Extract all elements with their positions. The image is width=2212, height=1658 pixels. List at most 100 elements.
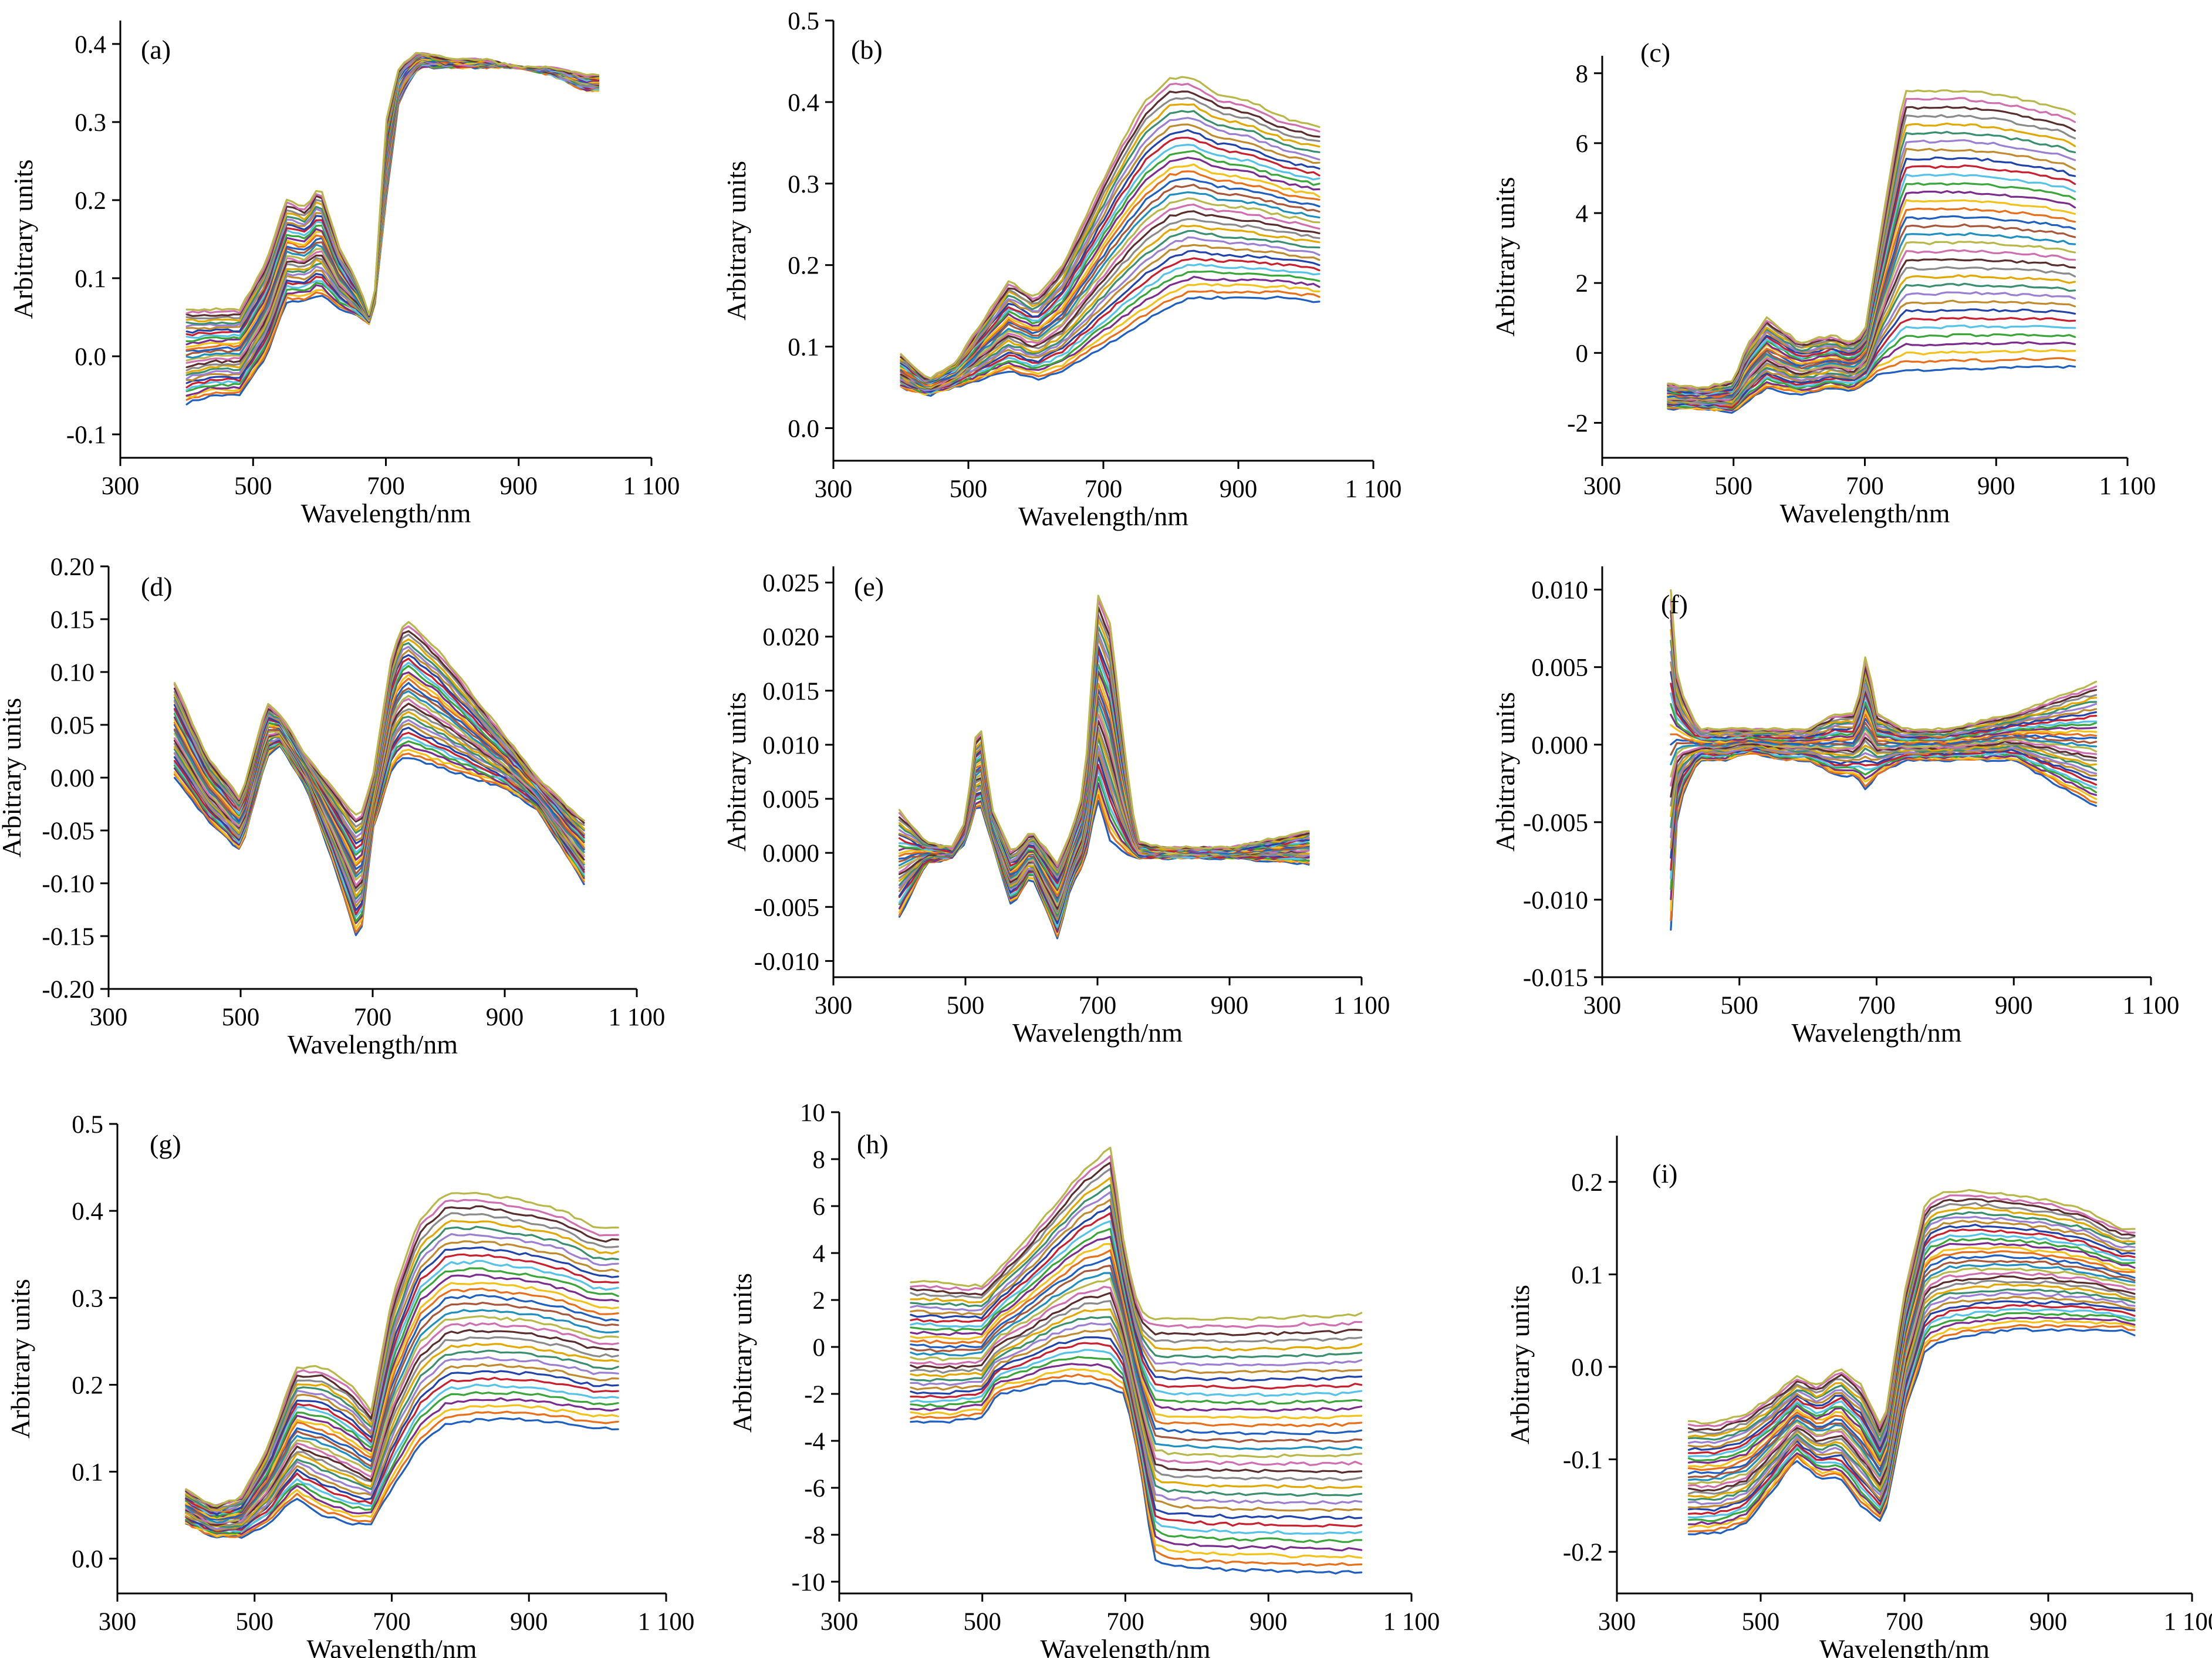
panel-label: (g) <box>150 1129 181 1159</box>
y-tick-label: -2 <box>1567 410 1588 437</box>
series-line-2 <box>1670 752 2098 921</box>
x-axis-title: Wavelength/nm <box>288 1029 458 1059</box>
series-line-9 <box>910 1328 1363 1512</box>
series-line-17 <box>1687 1263 2136 1481</box>
y-tick-label: 0.025 <box>762 570 819 597</box>
y-tick-label: -0.005 <box>754 894 819 921</box>
x-tick-label: 500 <box>947 992 985 1019</box>
series-line-34 <box>910 1146 1363 1321</box>
chart-panel-i: 300 500 700 900 1 100 -0.2 -0.1 0.0 0.1 0.2 Wavele… <box>1505 1136 2212 1658</box>
series-line-16 <box>185 1315 619 1524</box>
y-tick-label: 0.000 <box>762 840 819 867</box>
series-line-34 <box>900 76 1321 380</box>
panel-label: (e) <box>854 572 884 602</box>
y-tick-label: -0.1 <box>1563 1447 1603 1474</box>
series-line-16 <box>1687 1267 2136 1485</box>
x-tick-label: 900 <box>1249 1608 1288 1636</box>
series-line-26 <box>910 1205 1363 1382</box>
series-line-29 <box>910 1184 1363 1359</box>
series-line-20 <box>185 1288 619 1519</box>
series-line-13 <box>910 1300 1363 1481</box>
series-line-33 <box>900 83 1321 380</box>
y-axis-title: Arbitrary units <box>721 161 751 320</box>
series-line-17 <box>910 1272 1363 1451</box>
series-line-7 <box>910 1342 1363 1528</box>
x-tick-label: 700 <box>1846 472 1884 500</box>
series-line-22 <box>1670 705 2098 742</box>
y-tick-label: -0.1 <box>66 421 106 449</box>
x-tick-label: 300 <box>99 1608 137 1636</box>
series-line-33 <box>1670 598 2098 732</box>
series-line-28 <box>1670 650 2098 737</box>
x-tick-label: 500 <box>964 1608 1002 1636</box>
series-line-7 <box>1667 316 2076 409</box>
y-tick-label: 0.5 <box>788 8 819 35</box>
x-tick-label: 1 100 <box>2164 1608 2212 1636</box>
y-tick-label: 2 <box>1576 270 1589 298</box>
panel-label: (d) <box>141 572 173 602</box>
series-line-3 <box>1667 349 2076 411</box>
x-tick-label: 500 <box>1742 1608 1780 1636</box>
series-line-27 <box>900 123 1321 383</box>
series-line-6 <box>900 263 1321 394</box>
x-tick-label: 700 <box>373 1608 411 1636</box>
x-tick-label: 300 <box>815 475 853 503</box>
series-line-32 <box>900 90 1321 380</box>
y-tick-label: 0.0 <box>72 1546 103 1573</box>
x-axis-title: Wavelength/nm <box>1040 1634 1210 1658</box>
series-line-15 <box>910 1285 1363 1466</box>
y-axis-title: Arbitrary units <box>1505 1285 1535 1444</box>
y-tick-label: 0.1 <box>72 1459 103 1487</box>
y-tick-label: -0.05 <box>42 818 94 845</box>
x-tick-label: 900 <box>2029 1608 2068 1636</box>
series-line-23 <box>185 1267 619 1518</box>
x-tick-label: 900 <box>486 1004 524 1031</box>
series-line-12 <box>185 1342 619 1528</box>
x-tick-label: 1 100 <box>623 472 680 500</box>
series-line-4 <box>1670 749 2098 900</box>
series-line-34 <box>185 52 600 316</box>
series-line-1 <box>898 799 1310 940</box>
x-tick-label: 1 100 <box>1383 1608 1440 1636</box>
x-axis-title: Wavelength/nm <box>1819 1634 1990 1658</box>
y-axis-title: Arbitrary units <box>5 1279 35 1438</box>
y-tick-label: 0.1 <box>788 334 819 362</box>
y-tick-label: 0.3 <box>72 1285 103 1312</box>
series-line-19 <box>910 1256 1363 1436</box>
series-line-11 <box>1667 282 2076 404</box>
series-group <box>898 595 1310 940</box>
series-line-26 <box>185 1246 619 1515</box>
x-tick-label: 900 <box>500 472 538 500</box>
x-tick-label: 500 <box>222 1004 260 1031</box>
y-tick-label: 4 <box>813 1240 826 1268</box>
y-tick-label: 0.15 <box>50 606 94 634</box>
series-line-19 <box>185 1294 619 1521</box>
series-line-8 <box>1687 1300 2136 1512</box>
x-tick-label: 300 <box>1598 1608 1636 1636</box>
series-line-30 <box>1687 1207 2136 1438</box>
x-axis-title: Wavelength/nm <box>1791 1018 1961 1048</box>
y-tick-label: -0.010 <box>754 948 819 975</box>
y-tick-label: 0.000 <box>1531 732 1588 759</box>
series-line-4 <box>910 1363 1363 1552</box>
y-tick-label: 0.4 <box>72 1198 103 1225</box>
series-line-14 <box>1687 1275 2136 1492</box>
x-tick-label: 700 <box>354 1004 392 1031</box>
series-line-9 <box>1667 299 2076 407</box>
chart-panel-d: 300 500 700 900 1 100 -0.20 -0.15 -0.10 -0.05 0.0… <box>0 553 665 1059</box>
y-axis-title: Arbitrary units <box>1490 692 1520 852</box>
y-tick-label: 6 <box>1576 130 1589 158</box>
series-line-20 <box>910 1249 1363 1427</box>
series-group <box>173 621 585 936</box>
y-axis-title: Arbitrary units <box>8 159 38 319</box>
y-tick-label: 0.05 <box>50 712 94 739</box>
chart-panel-h: 300 500 700 900 1 100 -10 -8 -6 -4 -2 0 2 4 6 8 10 Wavel… <box>727 1099 1440 1658</box>
series-line-30 <box>185 1220 619 1512</box>
y-axis-title: Arbitrary units <box>727 1273 757 1433</box>
y-tick-label: -0.20 <box>42 976 94 1004</box>
y-tick-label: 0.4 <box>788 89 819 117</box>
series-line-1 <box>185 1417 619 1539</box>
x-tick-label: 300 <box>1583 472 1622 500</box>
